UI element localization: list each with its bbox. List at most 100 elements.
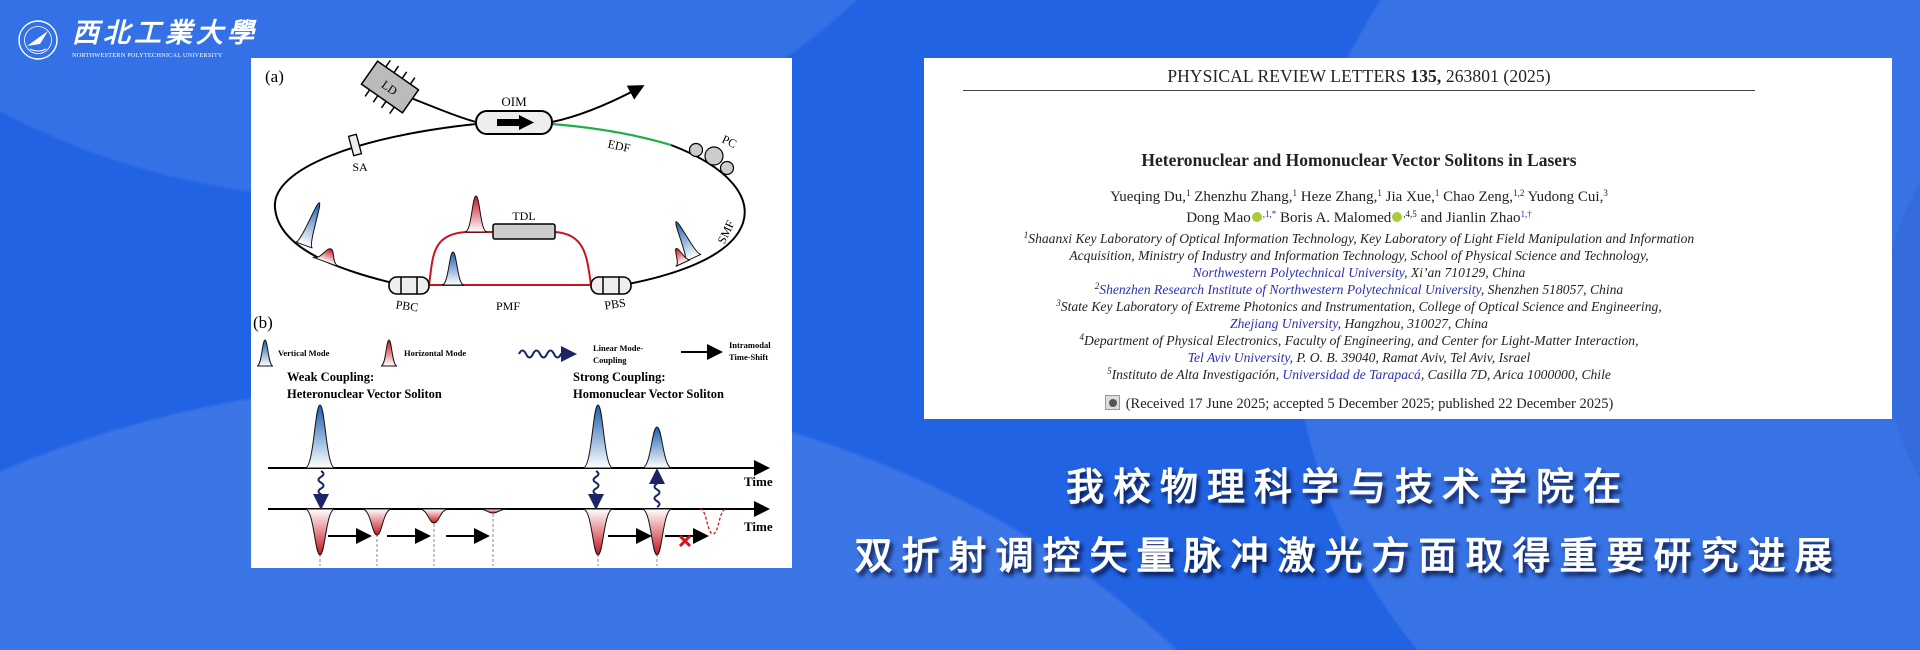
pbs-label: PBS xyxy=(603,296,626,313)
author-affiliation-mark: 1,† xyxy=(1520,209,1532,219)
affiliation-text: Department of Physical Electronics, Facu… xyxy=(1084,333,1639,348)
journal-header: PHYSICAL REVIEW LETTERS 135, 263801 (202… xyxy=(963,66,1755,87)
affiliation-line: Zhejiang University, Hangzhou, 310027, C… xyxy=(963,315,1755,332)
affiliation-number: 3 xyxy=(1056,298,1061,308)
panel-a-pulses xyxy=(295,195,702,286)
orcid-icon[interactable] xyxy=(1251,212,1262,222)
author-affiliation-mark: 1 xyxy=(1434,188,1440,198)
affiliation-text: , Shenzhen 518057, China xyxy=(1480,282,1624,297)
smf-fiber xyxy=(622,144,746,286)
article-number: 263801 (2025) xyxy=(1441,66,1551,86)
horizontal-mode-pulse xyxy=(477,508,509,514)
horizontal-mode-pulse xyxy=(418,508,450,524)
vertical-mode-pulse xyxy=(675,221,702,263)
cancel-mark-icon xyxy=(678,534,692,548)
legend-coupling-2: Coupling xyxy=(593,355,627,365)
vertical-mode-pulse xyxy=(295,202,321,249)
affiliation-text: , P. O. B. 39040, Ramat Aviv, Tel Aviv, … xyxy=(1289,350,1531,365)
tdl-component xyxy=(492,223,556,240)
author-line: Dong Mao ,1,* Boris A. Malomed ,4,5 and Ji… xyxy=(963,208,1755,229)
headline-line-1: 我校物理科学与技术学院在 xyxy=(1065,465,1630,509)
author-affiliation-mark: ,1,* xyxy=(1262,209,1277,219)
pmf-label: PMF xyxy=(496,299,520,313)
affiliation-line: 2Shenzhen Research Institute of Northwes… xyxy=(963,281,1755,298)
vertical-mode-pulse xyxy=(582,404,614,469)
research-figure: (a) LD OIM EDF PC SA SMF TDL PBC PMF PBS… xyxy=(251,58,792,568)
institution-link[interactable]: Shenzhen Research Institute of Northwest… xyxy=(1099,282,1481,297)
legend-vertical-mode: Vertical Mode xyxy=(278,348,330,358)
ld-component: LD xyxy=(360,59,420,115)
institution-link[interactable]: Tel Aviv University xyxy=(1187,350,1290,365)
pc-component xyxy=(688,142,735,176)
suppressed-pulse xyxy=(699,508,727,535)
coupling-arrow-down xyxy=(313,470,329,510)
vertical-mode-pulse xyxy=(304,404,336,469)
author-name: Heze Zhang, xyxy=(1297,189,1378,205)
author-affiliation-mark: 1 xyxy=(1292,188,1298,198)
author-name: Dong Mao xyxy=(1186,210,1251,226)
affiliation-line: 4Department of Physical Electronics, Fac… xyxy=(963,332,1755,349)
affiliation-number: 1 xyxy=(1023,230,1029,240)
edf-fiber xyxy=(551,122,672,147)
affiliation-text: , Casilla 7D, Arica 1000000, Chile xyxy=(1420,367,1611,382)
legend-time-shift: Intramodal xyxy=(729,340,771,350)
received-text: (Received 17 June 2025; accepted 5 Decem… xyxy=(1125,396,1614,412)
author-name: Jia Xue, xyxy=(1381,189,1435,205)
sa-label: SA xyxy=(352,160,368,174)
institution-link[interactable]: Zhejiang University xyxy=(1230,316,1338,331)
horizontal-mode-pulse xyxy=(361,508,393,536)
affiliation-text: Acquisition, Ministry of Industry and In… xyxy=(1069,248,1649,263)
pc-label: PC xyxy=(720,132,739,151)
legend-horizontal-mode: Horizontal Mode xyxy=(404,348,466,358)
affiliation-number: 2 xyxy=(1094,281,1100,291)
legend-vertical-mode-icon xyxy=(256,339,274,367)
panel-b-pulses xyxy=(256,339,727,566)
author-list: Yueqing Du,1 Zhenzhu Zhang,1 Heze Zhang,… xyxy=(963,187,1755,229)
legend-horizontal-mode-icon xyxy=(380,339,398,367)
output-fiber xyxy=(551,85,645,123)
horizontal-mode-pulse xyxy=(582,508,614,556)
strong-coupling-title: Strong Coupling: xyxy=(573,370,666,384)
affiliation-text: Shaanxi Key Laboratory of Optical Inform… xyxy=(1028,231,1695,246)
edf-label: EDF xyxy=(606,137,631,155)
horizontal-mode-pulse xyxy=(304,508,336,556)
university-name-cn: 西北工業大學 xyxy=(72,18,258,49)
tdl-label: TDL xyxy=(512,209,535,223)
pump-fiber xyxy=(410,97,477,123)
university-name-en: NORTHWESTERN POLYTECHNICAL UNIVERSITY xyxy=(72,52,223,59)
university-emblem-icon xyxy=(18,20,58,60)
pbc-component xyxy=(388,276,430,295)
arrow-icon xyxy=(497,115,534,130)
paper-title: Heteronuclear and Homonuclear Vector Sol… xyxy=(1141,150,1577,170)
horizontal-mode-pulse xyxy=(312,248,340,268)
orcid-icon[interactable] xyxy=(1392,212,1403,222)
coupling-arrow-down xyxy=(588,470,604,510)
institution-link[interactable]: Northwestern Polytechnical University xyxy=(1192,265,1405,280)
affiliation-text: State Key Laboratory of Extreme Photonic… xyxy=(1060,299,1662,314)
author-name: and Jianlin Zhao xyxy=(1416,210,1521,226)
affiliation-line: Acquisition, Ministry of Industry and In… xyxy=(963,247,1755,264)
institution-link[interactable]: Universidad de Tarapacá xyxy=(1282,367,1421,382)
legend-coupling: Linear Mode- xyxy=(593,343,643,353)
author-affiliation-mark: 1 xyxy=(1377,188,1382,198)
affiliation-text: , Hangzhou, 310027, China xyxy=(1337,316,1488,331)
fiber-ring xyxy=(273,123,477,286)
coupling-arrow-up xyxy=(649,468,665,508)
header-divider xyxy=(963,90,1755,91)
author-name: Boris A. Malomed xyxy=(1276,210,1392,226)
journal-volume: 135, xyxy=(1410,66,1442,86)
author-name: Chao Zeng, xyxy=(1439,189,1514,205)
affiliation-line: Northwestern Polytechnical University, X… xyxy=(963,264,1755,281)
author-line: Yueqing Du,1 Zhenzhu Zhang,1 Heze Zhang,… xyxy=(963,187,1755,208)
oim-label: OIM xyxy=(501,94,527,109)
affiliation-list: 1Shaanxi Key Laboratory of Optical Infor… xyxy=(963,230,1755,383)
strong-coupling-subtitle: Homonuclear Vector Soliton xyxy=(573,387,724,401)
vertical-mode-pulse xyxy=(441,251,465,286)
author-name: Yudong Cui, xyxy=(1524,189,1604,205)
panel-a-label: (a) xyxy=(265,67,284,86)
headline-line-2: 双折射调控矢量脉冲激光方面取得重要研究进展 xyxy=(854,534,1842,578)
horizontal-mode-pulse xyxy=(675,248,691,267)
crossmark-icon[interactable] xyxy=(1104,395,1120,410)
horizontal-mode-pulse xyxy=(464,195,488,233)
smf-label: SMF xyxy=(715,218,738,246)
